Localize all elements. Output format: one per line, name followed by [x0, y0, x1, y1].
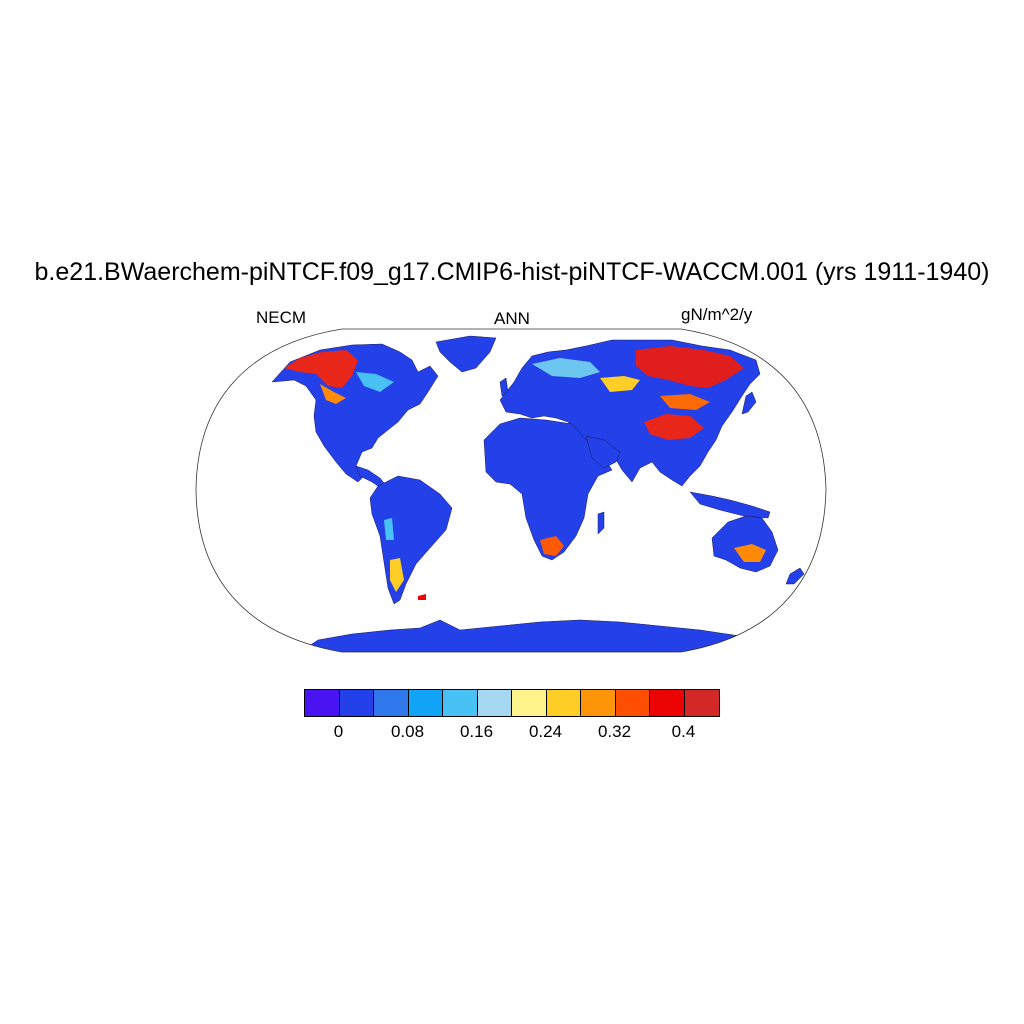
- globe-outline: [195, 328, 827, 653]
- land-new-zealand: [785, 567, 805, 585]
- hotspot-tibet: [644, 414, 704, 440]
- variable-label: NECM: [256, 308, 307, 327]
- hotspot-northwest-america-edge: [320, 384, 346, 404]
- colorbar-tick-label: 0.32: [597, 722, 632, 741]
- hotspot-canada-light: [356, 372, 394, 392]
- hotspot-australia: [734, 544, 766, 562]
- hotspot-southern-africa: [540, 536, 564, 556]
- colorbar-swatch: [374, 690, 409, 716]
- colorbar-tick-label: 0.08: [390, 722, 425, 741]
- colorbar-swatch: [477, 690, 512, 716]
- hotspot-patagonia: [390, 558, 404, 592]
- colorbar-swatch: [684, 690, 719, 716]
- colorbar-swatch: [408, 690, 443, 716]
- colorbar-swatch: [615, 690, 650, 716]
- colorbar-swatch: [546, 690, 581, 716]
- colorbar-tick-label: 0.16: [459, 722, 494, 741]
- season-label: ANN: [494, 309, 530, 328]
- land-indonesia: [689, 491, 771, 519]
- colorbar-swatch: [305, 690, 340, 716]
- land-africa: [483, 417, 613, 561]
- colorbar-tick-label: 0.24: [528, 722, 563, 741]
- colorbar-tick-label: 0.4: [671, 722, 696, 741]
- colorbar-tick-label: 0: [333, 722, 344, 741]
- hotspot-russia-west-light: [532, 358, 600, 378]
- hotspot-siberia: [636, 346, 744, 388]
- colorbar: [304, 689, 720, 717]
- land-greenland: [435, 335, 497, 373]
- land-uk: [499, 377, 509, 397]
- colorbar-labels: 0 0.08 0.16 0.24 0.32 0.4: [0, 722, 1024, 744]
- hotspot-andes-light: [384, 518, 394, 540]
- land-arabia: [585, 435, 621, 469]
- land-japan: [741, 391, 757, 415]
- hotspot-falklands: [418, 594, 426, 600]
- colorbar-swatch: [339, 690, 374, 716]
- colorbar-swatch: [581, 690, 616, 716]
- land-north-america: [271, 343, 439, 483]
- hotspot-mongolia: [660, 394, 710, 410]
- hotspot-northwest-america: [284, 350, 358, 388]
- land-madagascar: [597, 511, 605, 535]
- colorbar-swatch: [650, 690, 685, 716]
- colorbar-swatch: [512, 690, 547, 716]
- colorbar-swatch: [443, 690, 478, 716]
- figure-title: b.e21.BWaerchem-piNTCF.f09_g17.CMIP6-his…: [34, 258, 990, 286]
- units-label: gN/m^2/y: [681, 305, 753, 324]
- hotspot-siberia-edge: [600, 376, 640, 392]
